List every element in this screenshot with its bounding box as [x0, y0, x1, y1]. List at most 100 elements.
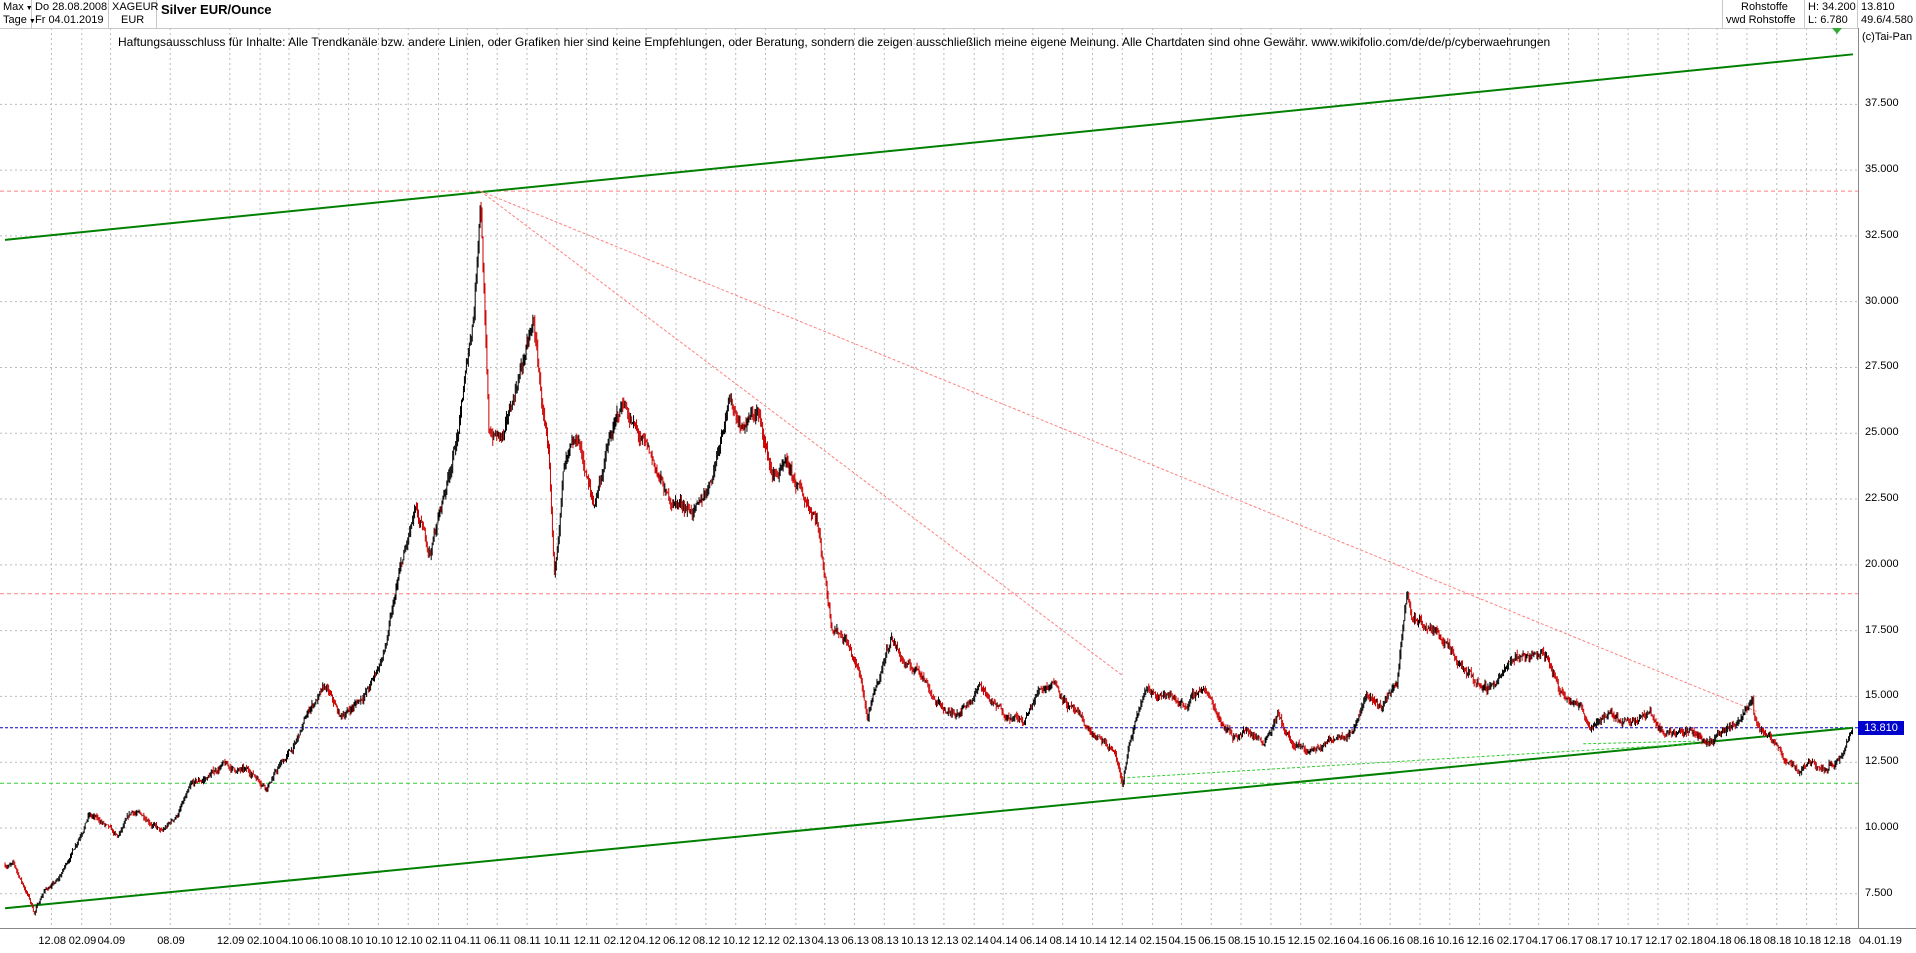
- x-tick-label: 12.08: [38, 935, 66, 947]
- trendline-resistance: [480, 190, 1759, 713]
- symbol-box[interactable]: XAGEUR EUR: [109, 0, 159, 28]
- period-label: Max: [3, 1, 24, 13]
- x-tick-label: 08.18: [1763, 935, 1792, 947]
- y-axis: 7.500 10.000 12.500 15.000 17.500 20.000 22.50…: [1858, 28, 1916, 928]
- x-tick-label: 10.12: [722, 935, 751, 947]
- x-tick-label: 08.16: [1406, 935, 1435, 947]
- date-from: Do 28.08.2008: [35, 1, 108, 13]
- x-tick-label: 04.10: [275, 935, 304, 947]
- trendline-channel-lower: [4, 726, 1854, 910]
- x-tick-label: 10.10: [365, 935, 393, 947]
- y-tick-label: 30.000: [1865, 294, 1899, 307]
- x-tick-label: 04.18: [1704, 935, 1732, 947]
- chevron-down-icon: [1832, 28, 1842, 34]
- date-to: Fr 04.01.2019: [35, 14, 104, 26]
- x-tick-label: 12.14: [1109, 935, 1137, 947]
- x-tick-label: 12.10: [395, 935, 423, 947]
- x-tick-label: 10.18: [1793, 935, 1822, 947]
- y-tick-label: 37.500: [1865, 97, 1899, 110]
- x-tick-label: 04.12: [633, 935, 661, 947]
- x-tick-label: 10.14: [1079, 935, 1108, 947]
- x-tick-label: 06.12: [663, 935, 691, 947]
- last-value-box: 13.810 49.6/4.580: [1858, 0, 1916, 28]
- x-tick-label: 02.18: [1675, 935, 1703, 947]
- y-tick-label: 10.000: [1865, 821, 1899, 833]
- x-tick-label: 08.12: [692, 935, 721, 947]
- chevron-down-icon: ▼: [25, 5, 33, 12]
- x-tick-label: 10.11: [543, 935, 571, 947]
- x-tick-label: 06.10: [305, 935, 334, 947]
- symbol-code: XAGEUR: [112, 1, 159, 13]
- low-value: L: 6.780: [1808, 14, 1848, 26]
- x-tick-label: 06.18: [1733, 935, 1762, 947]
- x-tick-label: 04.17: [1525, 935, 1554, 947]
- x-tick-label: 06.17: [1555, 935, 1584, 947]
- x-tick-label: 06.11: [484, 935, 511, 947]
- x-tick-label: 10.13: [901, 935, 929, 947]
- x-tick-label: 08.17: [1585, 935, 1613, 947]
- trendline-resistance: [480, 190, 1123, 676]
- x-tick-label: 02.10: [247, 935, 275, 947]
- x-tick-label: 08.15: [1228, 935, 1256, 947]
- current-price-tag: 13.810: [1858, 720, 1904, 735]
- x-tick-label: 04.09: [97, 935, 126, 947]
- trendline-channel-upper: [4, 53, 1854, 241]
- y-tick-label: 27.500: [1865, 360, 1899, 373]
- date-range[interactable]: Do 28.08.2008 Fr 04.01.2019: [32, 0, 109, 28]
- x-tick-label: 06.14: [1019, 935, 1048, 947]
- x-tick-label: 02.13: [782, 935, 811, 947]
- chart-title: Silver EUR/Ounce: [161, 2, 272, 17]
- x-tick-label: 06.15: [1198, 935, 1226, 947]
- x-tick-label: 12.12: [752, 935, 781, 947]
- trendlines: [4, 53, 1854, 910]
- x-tick-label: 10.16: [1436, 935, 1465, 947]
- x-tick-label: 04.14: [990, 935, 1018, 947]
- y-tick-label: 12.500: [1865, 755, 1899, 768]
- grid: [0, 28, 1858, 928]
- x-tick-label: 04.16: [1347, 935, 1375, 947]
- x-tick-label: 02.15: [1139, 935, 1168, 947]
- x-tick-label: 02.11: [425, 935, 453, 947]
- x-tick-label: 06.13: [841, 935, 869, 947]
- y-tick-label: 17.500: [1865, 623, 1899, 636]
- y-tick-label: 22.500: [1865, 492, 1899, 505]
- x-tick-label: 12.18: [1823, 935, 1851, 947]
- x-tick-label: 08.09: [157, 935, 185, 947]
- source-box: Rohstoffe vwd Rohstoffe: [1723, 0, 1805, 28]
- x-tick-label: 12.15: [1287, 935, 1316, 947]
- x-tick-label: 08.11: [513, 935, 541, 947]
- x-tick-label: 02.09: [68, 935, 97, 947]
- x-tick-label: 04.13: [811, 935, 840, 947]
- y-tick-label: 35.000: [1865, 163, 1899, 176]
- x-tick-label: 02.12: [603, 935, 632, 947]
- horizontal-lines: [0, 190, 1858, 784]
- y-tick-label: 32.500: [1865, 228, 1899, 241]
- title-box: Silver EUR/Ounce: [157, 0, 1723, 28]
- disclaimer-text: Haftungsausschluss für Inhalte: Alle Tre…: [118, 35, 1551, 49]
- symbol-currency: EUR: [121, 14, 145, 26]
- range-info: 49.6/4.580: [1861, 14, 1913, 26]
- source-name: Rohstoffe: [1741, 1, 1788, 13]
- chart-toolbar: Max ▼ Tage ▼ Do 28.08.2008 Fr 04.01.2019 X…: [0, 0, 1916, 29]
- trendline-support: [1583, 740, 1696, 745]
- x-tick-label: 02.17: [1496, 935, 1525, 947]
- source-provider: vwd Rohstoffe: [1726, 14, 1796, 26]
- price-chart[interactable]: [0, 28, 1858, 928]
- x-tick-label: 04.11: [454, 935, 482, 947]
- last-value: 13.810: [1861, 1, 1895, 13]
- trendline-support: [1122, 743, 1696, 779]
- high-low-box: H: 34.200 L: 6.780: [1805, 0, 1858, 28]
- x-tick-label: 12.17: [1644, 935, 1673, 947]
- x-tick-label: 12.09: [216, 935, 245, 947]
- y-tick-label: 20.000: [1865, 557, 1899, 570]
- y-tick-label: 25.000: [1865, 426, 1899, 439]
- copyright-label: (c)Tai-Pan: [1862, 31, 1913, 43]
- x-tick-label: 02.16: [1318, 935, 1346, 947]
- high-value: H: 34.200: [1808, 1, 1856, 13]
- chevron-down-icon: ▼: [28, 18, 36, 25]
- y-tick-label: 7.500: [1865, 886, 1893, 899]
- x-axis: 04.01.19 12.08 02.09 04.09 08.09 12.09 02.10 0…: [0, 928, 1916, 953]
- y-tick-label: 15.000: [1865, 689, 1899, 702]
- end-date-label: 04.01.19: [1859, 935, 1902, 947]
- period-selector[interactable]: Max ▼ Tage ▼: [0, 0, 36, 28]
